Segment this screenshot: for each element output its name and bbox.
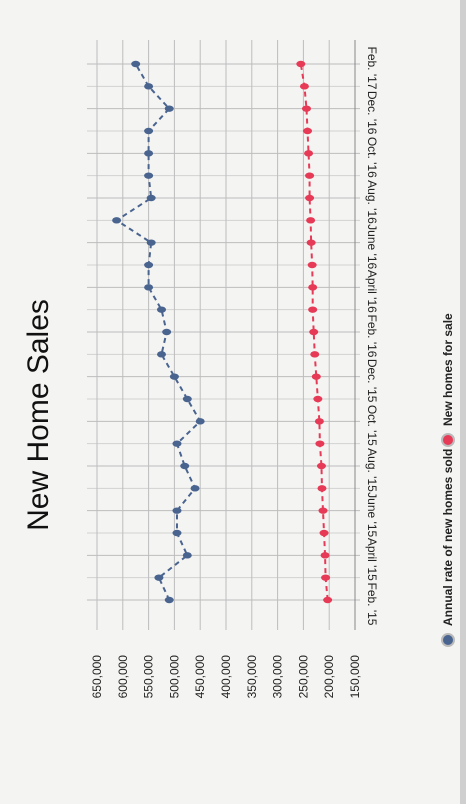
data-point-1 [307,261,317,269]
data-point-1 [319,529,329,537]
data-point-0 [144,261,154,269]
data-point-0 [180,462,190,470]
data-point-0 [146,194,156,202]
data-point-1 [306,217,316,224]
data-point-1 [305,172,315,179]
data-point-1 [315,440,325,447]
data-point-1 [296,60,306,68]
x-tick-label: Feb. '16 [365,315,379,358]
data-point-1 [308,284,318,291]
legend-marker-0 [441,633,455,647]
x-tick-label: Oct. '16 [365,137,379,178]
y-tick-label: 550,000 [142,655,156,699]
y-tick-label: 600,000 [116,655,130,699]
data-point-0 [195,418,205,425]
x-tick-label: April '16 [365,270,379,313]
data-point-0 [172,529,182,537]
data-point-1 [299,83,309,90]
data-point-1 [303,127,313,135]
data-point-1 [317,485,327,492]
x-tick-label: April '15 [365,538,379,581]
data-point-0 [144,150,154,157]
legend-marker-1 [441,433,455,447]
x-tick-label: June '15 [365,492,379,537]
data-point-0 [182,552,192,559]
data-point-1 [306,239,316,246]
y-tick-label: 250,000 [296,655,310,699]
data-point-0 [169,373,179,380]
series-layer [112,60,333,604]
data-point-1 [323,596,333,604]
data-point-1 [320,552,330,559]
y-tick-label: 200,000 [322,655,336,699]
data-point-1 [309,328,319,336]
data-point-0 [190,485,200,492]
y-tick-label: 300,000 [271,655,285,699]
data-point-0 [172,507,182,514]
data-point-0 [154,574,164,581]
gridlines [87,40,360,630]
data-point-0 [172,440,182,447]
y-tick-label: 500,000 [167,655,181,699]
chart-title: New Home Sales [22,299,55,531]
x-tick-label: June '16 [365,224,379,269]
data-point-0 [144,172,154,179]
data-point-0 [146,239,156,246]
data-point-0 [157,306,166,313]
x-tick-label: Aug. '16 [365,180,379,224]
x-tick-label: Dec. '15 [365,359,379,403]
data-point-1 [308,306,318,313]
data-point-1 [316,462,326,470]
x-tick-label: Aug. '15 [365,448,379,492]
legend: Annual rate of new homes sold New homes f… [441,313,455,647]
data-point-1 [301,105,311,112]
data-point-0 [157,351,166,358]
data-point-0 [112,217,122,224]
data-point-1 [311,373,321,380]
data-point-1 [314,418,324,425]
y-tick-label: 150,000 [348,655,362,699]
data-point-1 [310,351,320,358]
data-point-0 [144,127,154,135]
legend-label-0: Annual rate of new homes sold [441,449,455,626]
y-tick-label: 650,000 [90,655,104,699]
x-tick-label: Dec. '16 [365,91,379,135]
data-point-1 [318,507,328,514]
data-point-1 [305,194,315,202]
tick-labels: 150,000 200,000 250,000 300,000 350,000 400,0… [90,47,379,699]
data-point-1 [321,574,331,581]
data-point-1 [313,395,323,403]
data-point-0 [144,284,154,291]
y-tick-label: 450,000 [193,655,207,699]
data-point-0 [164,596,174,604]
data-point-0 [164,105,174,112]
data-point-0 [144,83,154,90]
x-tick-label: Feb. '15 [365,583,379,626]
data-point-0 [131,60,141,68]
x-tick-label: Feb. '17 [365,47,379,90]
y-tick-label: 400,000 [219,655,233,699]
data-point-0 [182,395,192,403]
y-tick-label: 350,000 [245,655,259,699]
x-tick-label: Oct. '15 [365,405,379,446]
data-point-1 [304,150,314,157]
legend-label-1: New homes for sale [441,313,455,426]
data-point-0 [162,328,172,336]
